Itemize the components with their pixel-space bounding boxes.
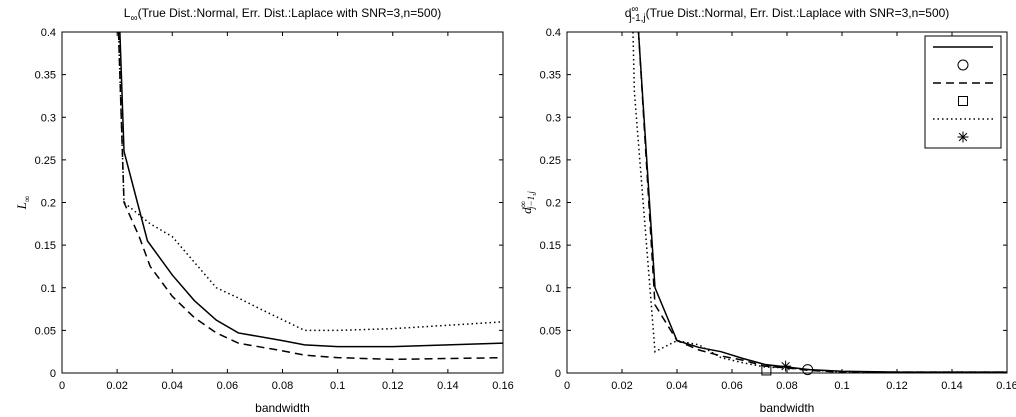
title-text: (True Dist.:Normal, Err. Dist.:Laplace w… [646, 6, 950, 20]
x-tick-label: 0 [564, 380, 570, 392]
title-symbol: L [124, 6, 131, 20]
y-label-superscript: ∞ [518, 201, 528, 207]
y-tick-label: 0.15 [35, 240, 56, 252]
y-tick-label: 0.3 [41, 112, 56, 124]
y-axis-label: d∞j−1,j [518, 191, 536, 214]
y-tick-label: 0.2 [546, 198, 561, 210]
x-tick-label: 0.08 [776, 380, 797, 392]
chart-title: L∞(True Dist.:Normal, Err. Dist.:Laplace… [124, 6, 442, 24]
plot-content [117, 32, 503, 361]
y-tick-label: 0.35 [540, 70, 561, 82]
x-axis-label: bandwidth [255, 401, 310, 415]
x-tick-label: 0.12 [886, 380, 907, 392]
chart-title: d∞ j-1,j(True Dist.:Normal, Err. Dist.:La… [625, 4, 950, 24]
legend-box [924, 35, 1002, 149]
x-tick-label: 0.16 [996, 380, 1016, 392]
x-tick-label: 0.1 [330, 380, 345, 392]
legend-marker [957, 59, 969, 71]
y-tick-label: 0.05 [540, 325, 561, 337]
y-tick-label: 0.15 [540, 240, 561, 252]
y-tick-label: 0.4 [546, 27, 561, 39]
y-axis-label: L∞ [14, 196, 32, 211]
series-line [632, 32, 1007, 373]
y-tick-label: 0.1 [41, 283, 56, 295]
x-tick-label: 0.06 [721, 380, 742, 392]
title-symbol: d [625, 6, 632, 20]
title-subscript: ∞ [130, 13, 137, 24]
y-tick-label: 0.25 [540, 155, 561, 167]
x-tick-label: 0.16 [492, 380, 513, 392]
marker-star [780, 360, 792, 372]
marker-square [761, 365, 772, 376]
x-tick-label: 0.12 [382, 380, 403, 392]
series-line [119, 32, 503, 348]
x-tick-label: 0.04 [666, 380, 687, 392]
series-line [117, 32, 503, 361]
series-line [637, 32, 1007, 373]
x-tick-label: 0.14 [437, 380, 458, 392]
x-tick-label: 0.02 [611, 380, 632, 392]
y-label-symbol: d [519, 207, 534, 214]
y-label-symbol: L [14, 202, 29, 210]
x-tick-label: 0.1 [834, 380, 849, 392]
title-text: (True Dist.:Normal, Err. Dist.:Laplace w… [138, 6, 442, 20]
plot-content [632, 32, 1007, 373]
x-tick-label: 0.08 [272, 380, 293, 392]
y-label-subscript: j−1,j [526, 191, 536, 210]
y-tick-label: 0.2 [41, 198, 56, 210]
x-axis-label: bandwidth [760, 401, 815, 415]
y-tick-label: 0.3 [546, 112, 561, 124]
legend-marker [957, 131, 969, 143]
y-tick-label: 0 [50, 368, 56, 380]
title-superscript: ∞ [631, 4, 638, 15]
y-tick-label: 0 [555, 368, 561, 380]
marker-circle [802, 364, 814, 376]
y-tick-label: 0.05 [35, 325, 56, 337]
y-tick-label: 0.25 [35, 155, 56, 167]
x-tick-label: 0.04 [162, 380, 183, 392]
y-tick-label: 0.4 [41, 27, 56, 39]
y-label-subscript: ∞ [22, 196, 32, 202]
legend-marker [958, 96, 968, 106]
y-tick-label: 0.35 [35, 70, 56, 82]
title-subscript: j-1,j [629, 13, 646, 24]
series-line [637, 32, 1007, 373]
y-tick-label: 0.1 [546, 283, 561, 295]
x-tick-label: 0 [59, 380, 65, 392]
plot-area [61, 31, 504, 374]
series-line [117, 32, 503, 332]
x-tick-label: 0.02 [106, 380, 127, 392]
x-tick-label: 0.14 [941, 380, 962, 392]
x-tick-label: 0.06 [217, 380, 238, 392]
